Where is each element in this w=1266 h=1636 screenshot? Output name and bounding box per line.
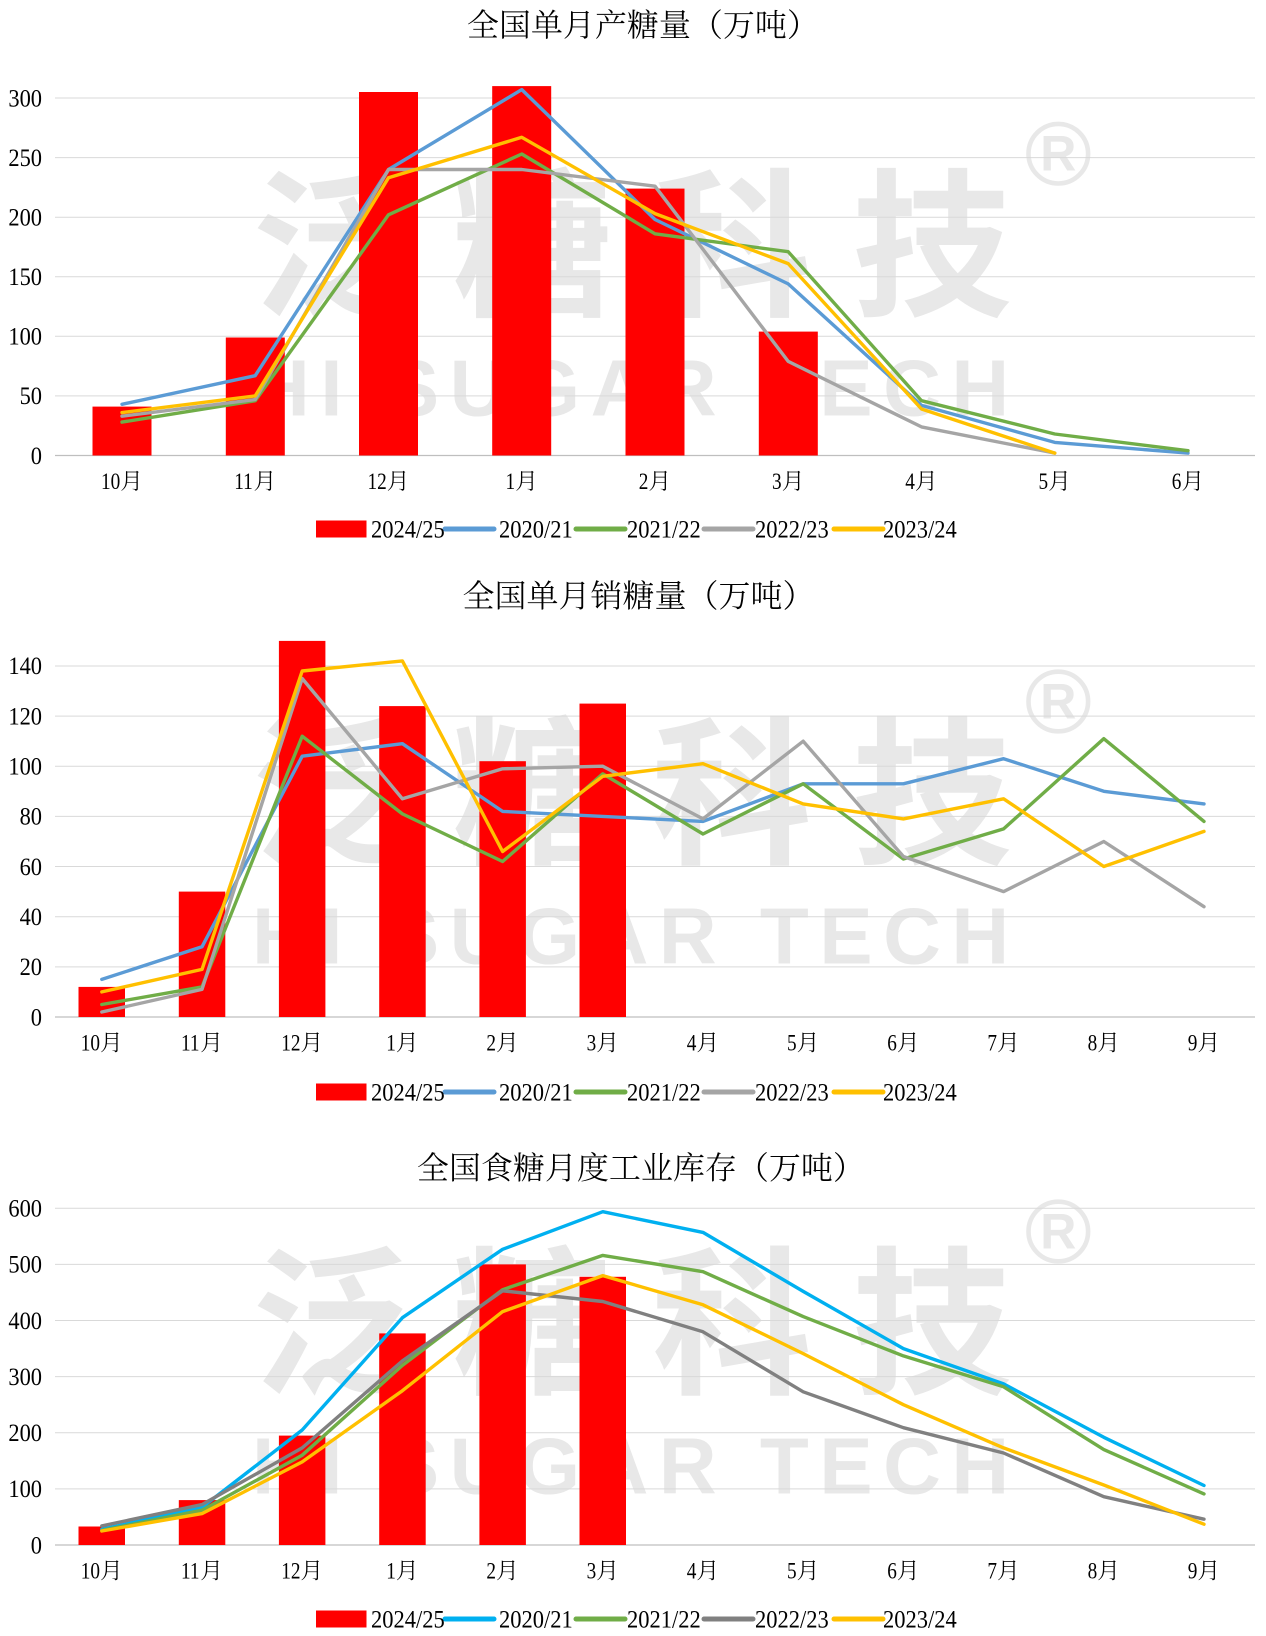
- svg-text:11: 11: [181, 1030, 200, 1056]
- svg-text:2024/25: 2024/25: [371, 1606, 445, 1633]
- svg-text:6: 6: [887, 1558, 897, 1584]
- svg-text:2020/21: 2020/21: [499, 1079, 573, 1106]
- svg-text:3: 3: [772, 468, 782, 494]
- svg-text:2: 2: [486, 1558, 496, 1584]
- svg-text:HI SUGAR TECH: HI SUGAR TECH: [252, 892, 1020, 981]
- svg-text:12: 12: [281, 1030, 300, 1056]
- svg-text:7: 7: [987, 1030, 997, 1056]
- svg-text:200: 200: [8, 204, 42, 232]
- svg-text:2024/25: 2024/25: [371, 1079, 445, 1106]
- svg-text:2024/25: 2024/25: [371, 516, 445, 543]
- svg-text:150: 150: [8, 264, 42, 292]
- svg-text:1: 1: [386, 1030, 396, 1056]
- svg-text:2: 2: [486, 1030, 496, 1056]
- svg-text:60: 60: [20, 854, 42, 882]
- svg-text:600: 600: [8, 1195, 42, 1223]
- svg-text:HI SUGAR TECH: HI SUGAR TECH: [252, 1422, 1020, 1511]
- svg-text:2021/22: 2021/22: [627, 1079, 701, 1106]
- svg-text:5: 5: [1039, 468, 1049, 494]
- svg-text:8: 8: [1088, 1558, 1098, 1584]
- svg-text:40: 40: [20, 904, 42, 932]
- svg-text:100: 100: [8, 323, 42, 351]
- svg-text:9: 9: [1188, 1558, 1198, 1584]
- svg-text:5: 5: [787, 1030, 797, 1056]
- svg-text:2022/23: 2022/23: [755, 1079, 829, 1106]
- svg-text:6: 6: [1172, 468, 1182, 494]
- svg-text:0: 0: [31, 1004, 42, 1032]
- svg-text:2023/24: 2023/24: [883, 1079, 957, 1106]
- svg-text:12: 12: [281, 1558, 300, 1584]
- svg-text:9: 9: [1188, 1030, 1198, 1056]
- svg-text:4: 4: [687, 1030, 697, 1056]
- svg-text:R: R: [1040, 126, 1076, 182]
- svg-text:6: 6: [887, 1030, 897, 1056]
- svg-text:1: 1: [386, 1558, 396, 1584]
- svg-text:300: 300: [8, 1364, 42, 1392]
- svg-text:100: 100: [8, 1476, 42, 1504]
- svg-text:2020/21: 2020/21: [499, 1606, 573, 1633]
- svg-text:10: 10: [101, 468, 120, 494]
- svg-text:12: 12: [368, 468, 387, 494]
- svg-text:200: 200: [8, 1420, 42, 1448]
- svg-text:100: 100: [8, 753, 42, 781]
- svg-text:2022/23: 2022/23: [755, 516, 829, 543]
- svg-text:3: 3: [587, 1030, 597, 1056]
- svg-text:R: R: [1040, 1204, 1076, 1260]
- svg-text:400: 400: [8, 1308, 42, 1336]
- svg-text:10: 10: [81, 1558, 100, 1584]
- svg-text:0: 0: [31, 443, 42, 471]
- svg-text:500: 500: [8, 1251, 42, 1279]
- svg-text:250: 250: [8, 145, 42, 173]
- svg-text:50: 50: [20, 383, 42, 411]
- svg-text:0: 0: [31, 1532, 42, 1560]
- svg-text:1: 1: [506, 468, 516, 494]
- svg-text:2023/24: 2023/24: [883, 516, 957, 543]
- svg-text:R: R: [1040, 674, 1076, 730]
- svg-text:11: 11: [181, 1558, 200, 1584]
- svg-text:10: 10: [81, 1030, 100, 1056]
- svg-text:4: 4: [905, 468, 915, 494]
- svg-text:140: 140: [8, 653, 42, 681]
- svg-text:2021/22: 2021/22: [627, 516, 701, 543]
- svg-text:2023/24: 2023/24: [883, 1606, 957, 1633]
- svg-text:8: 8: [1088, 1030, 1098, 1056]
- svg-text:2: 2: [639, 468, 649, 494]
- svg-text:120: 120: [8, 703, 42, 731]
- svg-text:5: 5: [787, 1558, 797, 1584]
- svg-text:2022/23: 2022/23: [755, 1606, 829, 1633]
- svg-text:7: 7: [987, 1558, 997, 1584]
- svg-text:20: 20: [20, 954, 42, 982]
- svg-text:3: 3: [587, 1558, 597, 1584]
- svg-text:300: 300: [8, 85, 42, 113]
- svg-text:80: 80: [20, 803, 42, 831]
- svg-text:2020/21: 2020/21: [499, 516, 573, 543]
- svg-text:2021/22: 2021/22: [627, 1606, 701, 1633]
- svg-text:4: 4: [687, 1558, 697, 1584]
- svg-text:11: 11: [234, 468, 253, 494]
